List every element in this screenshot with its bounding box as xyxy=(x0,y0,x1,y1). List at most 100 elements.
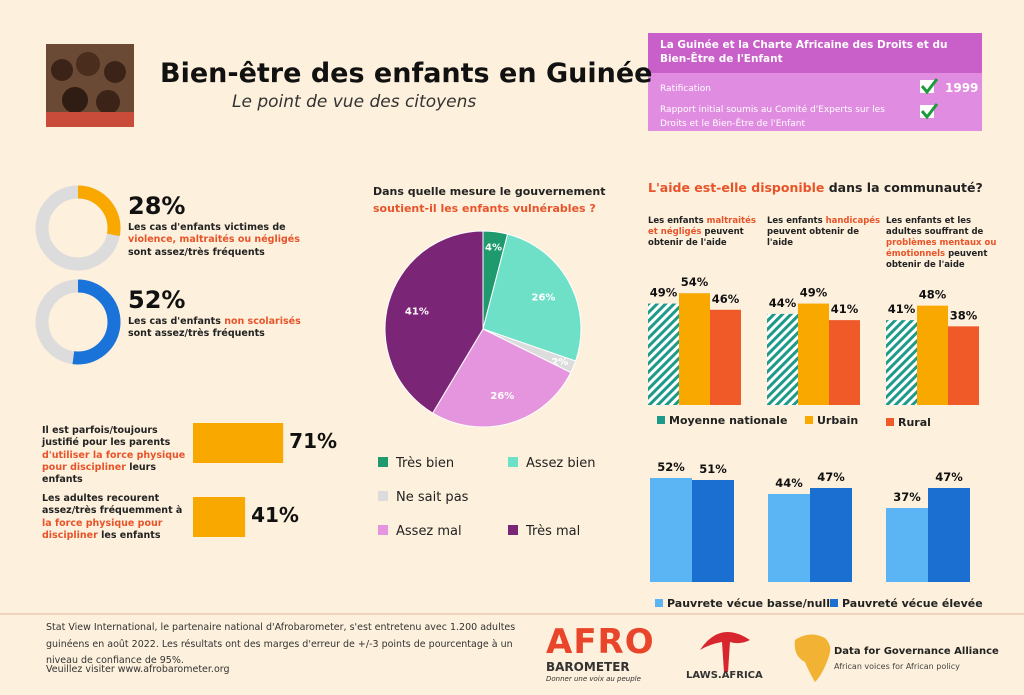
text-segment: peuvent obtenir de l'aide xyxy=(767,227,859,249)
legend-label: Assez mal xyxy=(396,524,462,539)
text-segment: Les enfants xyxy=(767,216,826,226)
charter-header xyxy=(648,33,982,73)
legend-label: Assez bien xyxy=(526,456,596,471)
donut-value: 28% xyxy=(128,192,186,220)
legend-label: Pauvrete vécue basse/nulle xyxy=(667,597,837,610)
charter-title: La Guinée et la Charte Africaine des Dro… xyxy=(660,39,948,65)
group-title: Les enfants maltraités et négligés peuve… xyxy=(648,216,764,249)
bar-value-label: 38% xyxy=(950,308,978,322)
legend-swatch xyxy=(378,525,388,535)
bar xyxy=(767,313,798,405)
text-segment: peuvent obtenir de l'aide xyxy=(886,249,988,271)
bar-value-label: 41% xyxy=(831,302,859,316)
dga-tagline: African voices for African policy xyxy=(834,662,960,671)
legend-label: Très bien xyxy=(395,456,454,471)
pie-label: 4% xyxy=(485,242,502,253)
bar-value-label: 44% xyxy=(769,296,797,310)
bar xyxy=(886,508,928,582)
bar-value-label: 46% xyxy=(712,292,740,306)
bar-value-label: 41% xyxy=(888,302,916,316)
checkmark xyxy=(920,103,939,120)
bar-value-label: 52% xyxy=(657,460,685,474)
bar-value-label: 47% xyxy=(817,470,845,484)
pie-label: 26% xyxy=(490,391,514,402)
donut-caption: Les cas d'enfants non scolarisés sont as… xyxy=(128,316,323,341)
legend-label: Moyenne nationale xyxy=(669,414,787,427)
legend-swatch xyxy=(508,525,518,535)
subtitle: Le point de vue des citoyens xyxy=(232,92,477,112)
charter-row-value: 1999 xyxy=(945,81,979,95)
pie-slice xyxy=(431,328,572,428)
bar xyxy=(810,488,852,582)
bar xyxy=(193,497,246,537)
text-segment: problèmes mentaux ou émotionnels xyxy=(886,238,997,260)
bar xyxy=(679,293,710,405)
pie-title: Dans quelle mesure le gouvernement souti… xyxy=(373,184,623,217)
bar-value-label: 49% xyxy=(800,286,828,300)
bar xyxy=(798,303,829,405)
bar xyxy=(710,309,741,405)
legend-swatch xyxy=(508,457,518,467)
text-segment: leurs enfants xyxy=(42,462,157,486)
bar xyxy=(692,480,734,582)
legend-swatch xyxy=(805,416,813,424)
legend-swatch xyxy=(378,491,388,501)
text-segment: Dans quelle mesure le gouvernement xyxy=(373,185,606,198)
donut-arc xyxy=(35,185,121,271)
legend-swatch xyxy=(657,416,665,424)
bar-caption: Il est parfois/toujours justifié pour le… xyxy=(42,425,190,487)
afro-logo-sub: BAROMETER xyxy=(546,660,630,674)
photo xyxy=(46,44,134,127)
legend-swatch xyxy=(886,418,894,426)
bar-value-label: 37% xyxy=(893,490,921,504)
bar xyxy=(917,305,948,405)
laws-logo-tree xyxy=(700,632,750,672)
text-segment: peuvent obtenir de l'aide xyxy=(648,227,744,249)
text-segment: la force physique pour discipliner xyxy=(42,517,163,542)
text-segment: maltraités et négligés xyxy=(648,216,756,238)
text-segment: d'utiliser la force physique pour discip… xyxy=(42,449,186,474)
text-segment: Les cas d'enfants xyxy=(128,316,225,327)
legend-swatch xyxy=(378,457,388,467)
title: Bien-être des enfants en Guinée xyxy=(160,58,653,89)
donut-value: 52% xyxy=(128,286,186,314)
bar-value-label: 51% xyxy=(699,462,727,476)
bar-value-label: 54% xyxy=(681,275,709,289)
bar xyxy=(650,478,692,582)
text-segment: soutient-il les enfants vulnérables ? xyxy=(373,201,596,215)
bar xyxy=(193,423,284,463)
checkmark xyxy=(920,78,939,95)
donut-caption: Les cas d'enfants victimes de violence, … xyxy=(128,222,323,259)
text-segment: violence, maltraités ou négligés xyxy=(128,234,300,246)
text-segment: sont assez/très fréquents xyxy=(128,328,265,340)
legend-swatch xyxy=(830,599,838,607)
text-segment: Il est parfois/toujours justifié pour le… xyxy=(42,425,171,449)
text-segment: dans la communauté? xyxy=(824,180,983,195)
pie-label: 41% xyxy=(405,307,429,318)
legend-label: Très mal xyxy=(525,524,580,539)
text-segment: sont assez/très fréquents xyxy=(128,246,265,258)
donut-arc xyxy=(35,279,121,365)
bar xyxy=(829,320,860,405)
dga-logo: Data for Governance Alliance xyxy=(834,646,999,657)
bar-caption: Les adultes recourent assez/très fréquem… xyxy=(42,493,190,542)
afro-tagline: Donner une voix au peuple xyxy=(546,675,641,683)
footer-text: Stat View International, le partenaire n… xyxy=(46,622,516,667)
legend-swatch xyxy=(655,599,663,607)
text-segment: handicapés xyxy=(825,216,881,226)
text-segment: Les cas d'enfants victimes de xyxy=(128,222,286,233)
bar xyxy=(928,488,970,582)
text-segment: non scolarisés xyxy=(224,316,301,327)
footer-link: Veuillez visiter www.afrobarometer.org xyxy=(46,664,230,675)
bar-value-label: 71% xyxy=(289,429,338,453)
charter-row-label: Rapport initial soumis au Comité d'Exper… xyxy=(660,105,885,129)
text-segment: L'aide est-elle disponible xyxy=(648,180,825,195)
pie-slice xyxy=(482,233,582,362)
section-title: L'aide est-elle disponible dans la commu… xyxy=(648,180,983,195)
bar-value-label: 44% xyxy=(775,476,803,490)
legend-label: Ne sait pas xyxy=(396,490,469,505)
bar-value-label: 41% xyxy=(251,503,299,527)
charter-row-label: Ratification xyxy=(660,84,711,94)
legend-label: Pauvreté vécue élevée xyxy=(842,597,983,610)
